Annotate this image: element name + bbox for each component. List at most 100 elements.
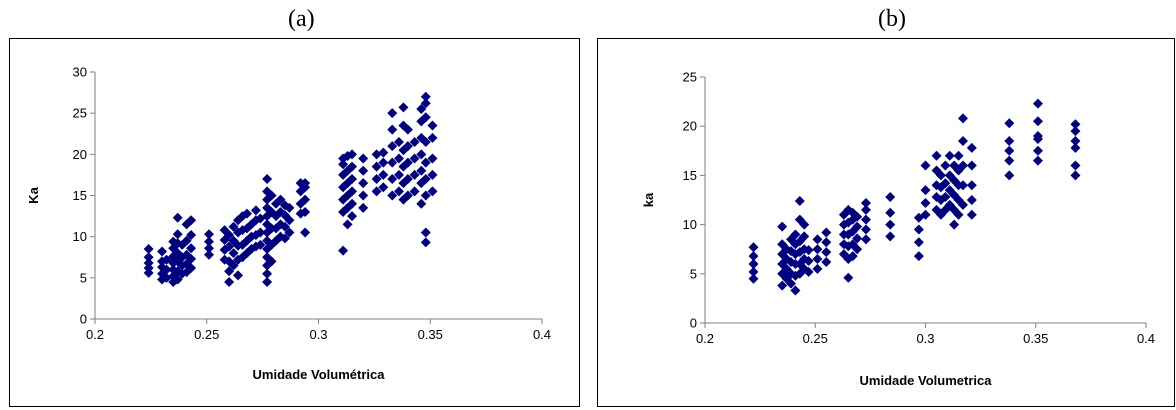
- chartb-data-point: [944, 150, 955, 161]
- charta-data-point: [246, 231, 257, 242]
- chartb-data-point: [1070, 142, 1081, 153]
- chartb-data-point: [748, 273, 759, 284]
- chartb-data-point: [966, 160, 977, 171]
- chartb-data-point: [852, 233, 863, 244]
- charta-y-tick-label: 25: [73, 106, 87, 121]
- charta-x-tick-label: 0.2: [86, 327, 104, 342]
- chartb-data-point: [885, 192, 896, 203]
- chartb-data-point: [966, 209, 977, 220]
- charta-data-point: [203, 243, 214, 254]
- chartb-data-point: [794, 195, 805, 206]
- charta-data-point: [233, 270, 244, 281]
- chartb-data-point: [812, 234, 823, 245]
- chartb-data-point: [957, 135, 968, 146]
- charta-data-point: [143, 252, 154, 263]
- chartb-x-tick-label: 0.35: [1023, 331, 1048, 346]
- charta-data-point: [300, 206, 311, 217]
- chartb-data-point: [1032, 116, 1043, 127]
- charta-data-point: [387, 124, 398, 135]
- chartb-data-point: [949, 175, 960, 186]
- charta-data-point: [402, 190, 413, 201]
- chartb-data-point: [1004, 155, 1015, 166]
- charta-data-point: [402, 141, 413, 152]
- charta-data-point: [402, 174, 413, 185]
- charta-data-point: [224, 266, 235, 277]
- charta-data-point: [157, 274, 168, 285]
- chartb-data-point: [1070, 160, 1081, 171]
- charta-data-point: [300, 178, 311, 189]
- chartb-data-point: [821, 247, 832, 258]
- charta-data-point: [143, 258, 154, 269]
- chartb-data-point: [803, 245, 814, 256]
- charta-data-point: [409, 186, 420, 197]
- charta-data-point: [172, 229, 183, 240]
- charta-data-point: [224, 241, 235, 252]
- chartb-data-point: [885, 219, 896, 230]
- chartb-data-point: [920, 209, 931, 220]
- charta-data-point: [172, 274, 183, 285]
- charta-data-point: [420, 91, 431, 102]
- chartb-data-point: [885, 231, 896, 242]
- charta-data-point: [371, 186, 382, 197]
- charta-data-point: [371, 149, 382, 160]
- chartb-data-point: [790, 249, 801, 260]
- charta-data-point: [387, 141, 398, 152]
- charta-y-tick-label: 30: [73, 65, 87, 80]
- chartb-data-point: [748, 266, 759, 277]
- chartb-data-point: [1004, 135, 1015, 146]
- charta-data-point: [420, 190, 431, 201]
- chartb-data-point: [843, 229, 854, 240]
- charta-data-point: [420, 136, 431, 147]
- chartb-data-point: [777, 221, 788, 232]
- charta-data-point: [338, 159, 349, 170]
- charta-y-tick-label: 5: [80, 270, 87, 285]
- chartb-data-point: [953, 150, 964, 161]
- charta-data-point: [300, 194, 311, 205]
- charta-data-point: [266, 190, 277, 201]
- chartb-y-tick-label: 20: [683, 119, 697, 134]
- charta-data-point: [347, 149, 358, 160]
- chartb-data-point: [799, 231, 810, 242]
- charta-data-point: [347, 198, 358, 209]
- charta-data-point: [358, 178, 369, 189]
- charta-data-point: [371, 174, 382, 185]
- charta-data-point: [284, 215, 295, 226]
- chartb-data-point: [957, 113, 968, 124]
- chartb-data-point: [781, 263, 792, 274]
- charta-data-point: [228, 248, 239, 259]
- charta-data-point: [427, 132, 438, 143]
- chartb-data-point: [966, 195, 977, 205]
- charta-data-point: [393, 169, 404, 180]
- chart-a-frame: 0 5 10 15 20 25 30 0.2 0.25 0.3 0.35 0.4 Umidade Vol…: [9, 38, 580, 407]
- chartb-data-point: [843, 217, 854, 228]
- chartb-data-point: [1070, 135, 1081, 146]
- charta-data-point: [416, 149, 427, 160]
- charta-data-point: [262, 276, 273, 287]
- chartb-y-tick-label: 5: [690, 266, 697, 281]
- charta-data-point: [161, 272, 172, 283]
- chartb-data-point: [799, 219, 810, 230]
- chartb-data-point: [1004, 170, 1015, 181]
- chartb-x-axis-label: Umidade Volumetrica: [860, 373, 993, 388]
- chartb-data-point: [860, 224, 871, 235]
- charta-data-point: [378, 182, 389, 193]
- chartb-data-point: [1070, 126, 1081, 137]
- charta-data-point: [427, 186, 438, 197]
- chartb-data-point: [785, 278, 796, 289]
- charta-data-point: [279, 221, 290, 232]
- charta-data-point: [143, 244, 154, 255]
- charta-data-point: [246, 244, 257, 255]
- chartb-data-point: [821, 237, 832, 248]
- charta-data-point: [228, 221, 239, 232]
- chartb-data-point: [913, 237, 924, 248]
- chart-b: 0 5 10 15 20 25 0.2 0.25 0.3 0.35 0.4 Umidade Volum…: [641, 70, 1155, 389]
- chartb-data-point: [748, 251, 759, 262]
- charta-data-point: [387, 190, 398, 201]
- chartb-data-point: [843, 254, 854, 265]
- charta-data-point: [181, 235, 192, 246]
- charta-data-point: [416, 104, 427, 115]
- chartb-data-point: [781, 244, 792, 255]
- charta-data-point: [161, 264, 172, 275]
- chartb-data-point: [812, 263, 823, 274]
- chartb-y-tick-label: 10: [683, 217, 697, 232]
